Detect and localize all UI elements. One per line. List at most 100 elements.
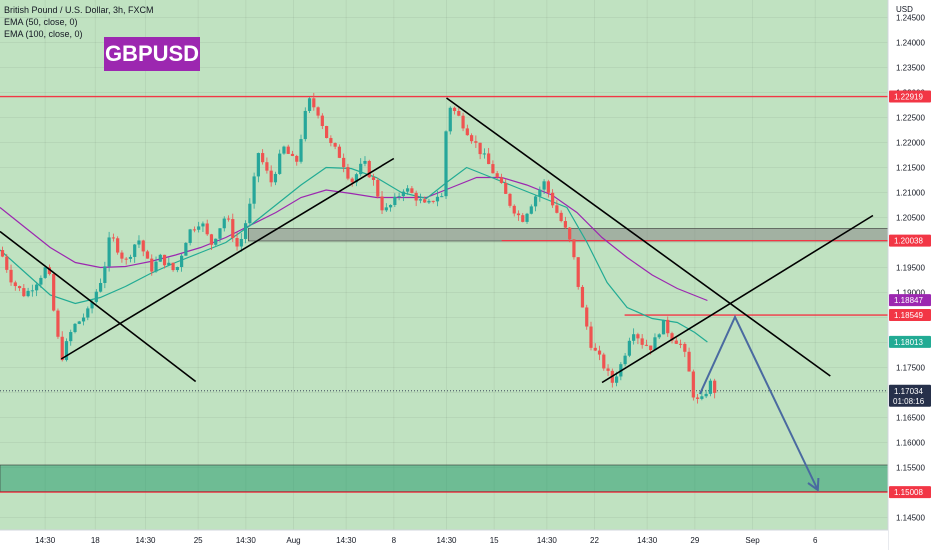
candle [563,216,568,229]
candle [43,265,47,279]
candle [239,233,243,252]
candle-body [329,138,333,144]
price-level-tag [889,90,931,103]
candle [474,135,478,149]
candle-body [597,350,602,355]
candle-body [73,323,77,333]
candle-body [384,207,388,211]
candle [482,148,486,159]
candle [533,194,538,212]
candle [0,246,5,258]
candle [303,107,307,142]
candle-body [22,288,26,297]
candle-body [333,143,337,147]
candle [636,332,640,345]
candle-body [290,153,295,156]
candle [17,285,22,292]
plot-area [0,0,888,530]
candle [252,172,256,209]
candle-body [222,218,226,229]
price-level-label: 1.20038 [894,237,923,246]
candle-body [516,213,521,216]
candle [226,215,231,222]
trend-line [0,230,197,383]
candle-body [687,351,691,372]
candle-body [226,218,231,220]
candle [175,266,179,273]
candle-body [35,284,39,291]
candle [171,262,175,272]
candle-body [674,340,678,344]
legend-ema50: EMA (50, close, 0) [4,17,78,27]
candle-body [141,240,145,252]
candle [192,226,197,233]
candle-body [623,355,627,365]
candle-body [145,251,150,259]
candle [418,193,423,204]
candle [150,254,154,276]
candle-body [380,196,384,211]
y-tick-label: 1.22000 [896,139,925,148]
candle [256,152,260,183]
candle-body [116,238,120,253]
y-tick-label: 1.21000 [896,189,925,198]
candle-body [81,317,86,322]
candle [103,261,107,289]
candle [431,200,435,204]
candle [525,212,529,224]
candle-body [30,290,34,292]
legend-ema100: EMA (100, close, 0) [4,29,83,39]
candle-body [525,213,529,222]
candle-body [593,347,597,351]
candle [371,173,376,186]
price-level-label: 1.17034 [894,387,923,396]
price-level-tag [889,294,931,307]
candle [674,337,678,345]
candle-body [278,153,282,174]
candle-body [17,286,22,289]
candle [627,337,631,358]
price-level-label: 1.18847 [894,296,923,305]
candle-body [265,162,269,171]
candle-body [559,212,563,222]
candle-body [243,223,248,239]
candle-body [606,368,610,371]
candle-body [440,196,444,198]
candle-body [585,307,589,327]
candle [22,284,26,298]
candle [529,204,533,215]
candle [555,200,559,214]
candle [299,134,303,164]
candle [235,232,239,251]
candle [653,333,657,351]
y-tick-label: 1.19500 [896,264,925,273]
candle-body [533,196,538,207]
candle [704,389,708,399]
candle [325,125,329,139]
candle-body [414,192,418,201]
candle [691,369,695,401]
candle-body [704,393,708,397]
candle [52,272,56,312]
candle [516,210,521,221]
candle-body [180,255,184,268]
candle [329,135,333,147]
candle [457,108,461,117]
candle [69,329,73,346]
candle [346,163,350,181]
candle [265,157,269,174]
candle-body [602,354,606,369]
candle-body [457,111,461,116]
candle-body [269,170,273,183]
candle [585,304,589,330]
candle-body [504,182,508,194]
candle-body [60,336,64,361]
candle-body [201,223,205,227]
candle [209,233,214,251]
y-tick-label: 1.24500 [896,14,925,23]
candle [384,203,388,212]
price-level-tag [889,335,931,348]
candle-body [576,257,580,287]
